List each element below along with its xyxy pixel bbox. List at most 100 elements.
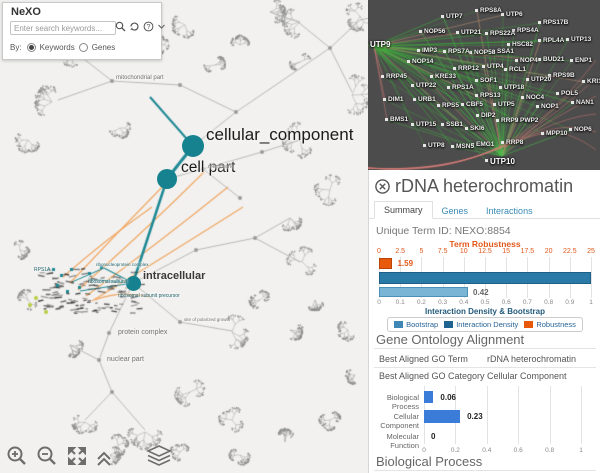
gene-node-marker[interactable] [430, 75, 433, 78]
gene-node-URB1[interactable]: URB1 [418, 96, 436, 103]
gene-node-marker[interactable] [485, 159, 488, 162]
gene-node-EMG1[interactable]: EMG1 [476, 141, 495, 148]
gene-node-NOP14[interactable]: NOP14 [412, 58, 434, 65]
cluster-term-label[interactable]: RPS1A [34, 267, 51, 273]
gene-node-UTP8[interactable]: UTP8 [428, 142, 445, 149]
gene-node-marker[interactable] [443, 50, 446, 53]
gene-node-marker[interactable] [441, 15, 444, 18]
gene-node-marker[interactable] [521, 96, 524, 99]
gene-node-marker[interactable] [496, 119, 499, 122]
gene-node-RPS5[interactable]: RPS5 [442, 102, 459, 109]
ontology-term-label[interactable]: membrane [208, 164, 235, 170]
gene-node-marker[interactable] [538, 39, 541, 42]
ontology-node-label[interactable]: cell part [181, 158, 236, 176]
gene-node-NOP58[interactable]: NOP58 [474, 49, 496, 56]
gene-node-BUD21[interactable]: BUD21 [543, 56, 565, 63]
gene-node-marker[interactable] [569, 128, 572, 131]
gene-node-RRP12[interactable]: RRP12 [458, 65, 479, 72]
gene-node-marker[interactable] [456, 31, 459, 34]
gene-node-RPS4A[interactable]: RPS4A [517, 27, 539, 34]
radio-label-keywords[interactable]: Keywords [39, 43, 75, 52]
gene-node-marker[interactable] [441, 123, 444, 126]
gene-node-UTP9[interactable]: UTP9 [370, 40, 391, 49]
gene-node-RPS1A[interactable]: RPS1A [452, 84, 474, 91]
gene-node-marker[interactable] [423, 144, 426, 147]
gene-node-RRP45[interactable]: RRP45 [386, 73, 407, 80]
gene-node-RPS13[interactable]: RPS13 [480, 92, 501, 99]
gene-node-marker[interactable] [501, 141, 504, 144]
gene-node-marker[interactable] [548, 74, 551, 77]
gene-node-marker[interactable] [407, 60, 410, 63]
radio-label-genes[interactable]: Genes [91, 43, 116, 52]
ontology-term-label[interactable]: protein complex [118, 329, 168, 336]
gene-node-UTP7[interactable]: UTP7 [446, 13, 463, 20]
gene-node-NOP4[interactable]: NOP4 [520, 57, 538, 64]
gene-node-UTP18[interactable]: UTP18 [504, 84, 525, 91]
gene-node-RRP8[interactable]: RRP8 [506, 139, 524, 146]
search-input[interactable] [10, 21, 116, 35]
ontology-node-intracellular[interactable] [125, 275, 141, 291]
search-icon[interactable] [115, 21, 126, 32]
gene-node-marker[interactable] [411, 84, 414, 87]
collapse-panel-icon[interactable] [157, 22, 166, 31]
cluster-term-label[interactable]: ribosomal subunit precursor [118, 293, 180, 299]
gene-node-marker[interactable] [475, 94, 478, 97]
radio-genes[interactable] [78, 43, 88, 52]
gene-node-marker[interactable] [570, 59, 573, 62]
ontology-term-label[interactable]: site of polarized growth [184, 317, 231, 322]
gene-node-marker[interactable] [493, 103, 496, 106]
gene-node-marker[interactable] [381, 75, 384, 78]
ontology-node-label[interactable]: cellular_component [206, 124, 354, 144]
gene-node-UTP21[interactable]: UTP21 [461, 29, 482, 36]
gene-node-marker[interactable] [383, 98, 386, 101]
gene-node-marker[interactable] [501, 13, 504, 16]
tab-summary[interactable]: Summary [374, 201, 433, 219]
ontology-network-canvas[interactable] [0, 0, 368, 473]
gene-node-DIP2[interactable]: DIP2 [481, 112, 496, 119]
gene-node-marker[interactable] [385, 118, 388, 121]
gene-node-marker[interactable] [485, 32, 488, 35]
layers-button[interactable] [146, 445, 172, 467]
gene-node-marker[interactable] [512, 29, 515, 32]
gene-node-NAN1[interactable]: NAN1 [576, 99, 594, 106]
gene-node-marker[interactable] [515, 119, 518, 122]
gene-node-marker[interactable] [447, 86, 450, 89]
ontology-term-label[interactable]: mitochondrial part [116, 75, 164, 81]
gene-node-NOP56[interactable]: NOP56 [424, 28, 446, 35]
gene-node-SKI6[interactable]: SKI6 [470, 125, 485, 132]
gene-node-RRP9[interactable]: RRP9 [501, 117, 519, 124]
gene-node-HSC82[interactable]: HSC82 [512, 41, 533, 48]
gene-node-UTP4[interactable]: UTP4 [487, 63, 504, 70]
gene-node-BMS1[interactable]: BMS1 [390, 116, 409, 123]
gene-node-marker[interactable] [507, 43, 510, 46]
gene-node-marker[interactable] [469, 51, 472, 54]
gene-node-UTP5[interactable]: UTP5 [498, 101, 515, 108]
gene-node-SSA1[interactable]: SSA1 [497, 48, 514, 55]
gene-node-marker[interactable] [453, 67, 456, 70]
gene-node-UTP6[interactable]: UTP6 [506, 11, 523, 18]
cluster-term-label[interactable]: ribonucleoprotein complex [96, 262, 149, 267]
radio-keywords[interactable] [26, 43, 36, 52]
ontology-node-cell-part[interactable] [157, 169, 177, 189]
zoom-out-button[interactable] [36, 445, 58, 467]
ontology-node-label[interactable]: intracellular [143, 269, 206, 282]
gene-node-POL5[interactable]: POL5 [561, 90, 578, 97]
gene-subnetwork-canvas[interactable] [368, 0, 600, 170]
fit-to-screen-button[interactable] [66, 445, 88, 467]
gene-node-marker[interactable] [515, 59, 518, 62]
gene-node-RCL1[interactable]: RCL1 [509, 66, 526, 73]
gene-node-marker[interactable] [556, 92, 559, 95]
gene-node-marker[interactable] [526, 78, 529, 81]
gene-node-IMP3[interactable]: IMP3 [422, 47, 438, 54]
zoom-in-button[interactable] [6, 445, 28, 467]
gene-node-marker[interactable] [471, 143, 474, 146]
gene-node-marker[interactable] [451, 145, 454, 148]
gene-node-marker[interactable] [413, 98, 416, 101]
gene-node-NOP6[interactable]: NOP6 [574, 126, 592, 133]
gene-node-ENP1[interactable]: ENP1 [575, 57, 592, 64]
gene-node-marker[interactable] [411, 123, 414, 126]
gene-node-UTP15[interactable]: UTP15 [416, 121, 437, 128]
gene-node-MSN5[interactable]: MSN5 [456, 143, 475, 150]
reset-icon[interactable] [129, 21, 140, 32]
gene-node-SSB1[interactable]: SSB1 [446, 121, 463, 128]
